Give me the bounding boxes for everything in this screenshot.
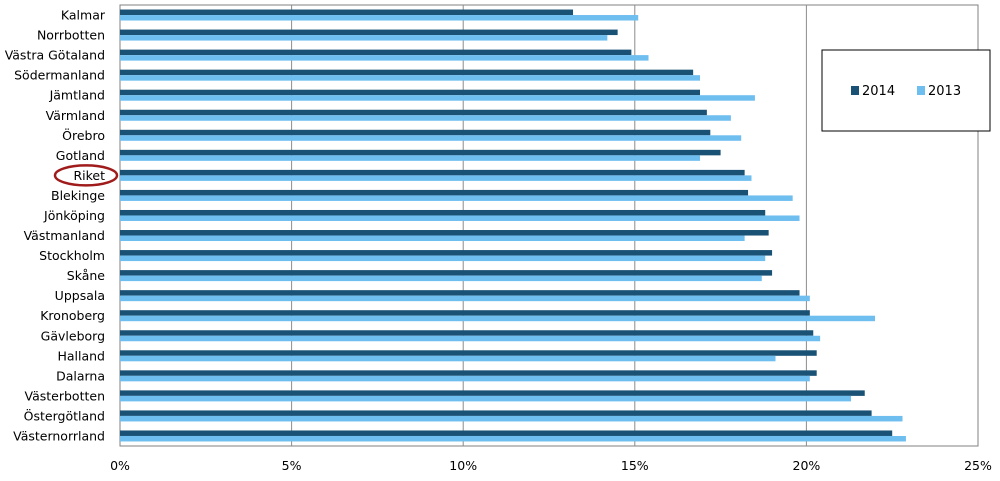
bar-2014-örebro: [120, 129, 711, 136]
bar-2013-värmland: [120, 115, 731, 121]
category-label: Västmanland: [24, 228, 105, 243]
category-label: Blekinge: [51, 188, 105, 203]
bar-2014-riket: [120, 169, 745, 176]
legend-label: 2013: [928, 84, 961, 99]
bar-2013-västerbotten: [120, 395, 852, 402]
category-label: Riket: [73, 168, 105, 183]
bar-2014-gävleborg: [120, 330, 814, 336]
bar-2014-kronoberg: [120, 310, 810, 316]
bar-2013-jämtland: [120, 95, 755, 101]
bar-2014-uppsala: [120, 290, 800, 296]
x-tick-label: 15%: [621, 458, 649, 473]
bar-2013-kalmar: [120, 15, 639, 21]
highlight-ellipse: [53, 164, 119, 187]
category-label: Västernorrland: [13, 428, 105, 443]
category-label: Jämtland: [49, 88, 105, 103]
bar-2014-gotland: [120, 149, 721, 156]
x-tick-label: 5%: [282, 458, 302, 473]
category-label: Östergötland: [24, 407, 105, 423]
bar-2014-västra-götaland: [120, 49, 632, 56]
bar-2013-västmanland: [120, 235, 745, 242]
bar-2013-riket: [120, 175, 752, 181]
category-labels: Kalmar Norrbotten Västra Götaland Södermanl…: [5, 8, 119, 443]
bar-2014-östergötland: [120, 410, 872, 416]
bar-2013-norrbotten: [120, 35, 608, 41]
x-tick-label: 10%: [449, 458, 477, 473]
bar-2013-kronoberg: [120, 315, 876, 322]
x-tick-label: 0%: [110, 458, 130, 473]
category-label: Örebro: [62, 127, 105, 143]
x-tick-label: 25%: [964, 458, 992, 473]
bar-2014-jämtland: [120, 89, 701, 96]
category-label: Norrbotten: [37, 28, 105, 43]
legend: 2014 2013: [821, 49, 991, 132]
bar-2013-gotland: [120, 155, 701, 161]
legend-label: 2014: [862, 84, 895, 99]
x-tick-labels: 0% 5% 10% 15% 20% 25%: [110, 458, 992, 473]
bar-2013-östergötland: [120, 415, 903, 422]
bar-2014-norrbotten: [120, 29, 618, 36]
category-label: Gävleborg: [41, 328, 105, 343]
category-label: Västra Götaland: [5, 48, 105, 63]
bar-2014-västmanland: [120, 230, 769, 236]
category-label: Halland: [57, 348, 105, 363]
bar-2013-halland: [120, 355, 776, 362]
category-label: Kronoberg: [40, 308, 105, 323]
bar-2014-kalmar: [120, 9, 574, 16]
category-label: Dalarna: [56, 368, 105, 383]
category-label: Skåne: [67, 268, 106, 283]
bar-2013-västernorrland: [120, 435, 906, 442]
bars-group: [120, 9, 906, 442]
category-label: Gotland: [56, 148, 105, 163]
bar-2014-västerbotten: [120, 390, 865, 396]
bar-2014-jönköping: [120, 209, 766, 216]
category-label: Södermanland: [14, 68, 105, 83]
bar-2013-örebro: [120, 135, 742, 141]
category-label: Kalmar: [61, 8, 106, 23]
bar-2013-södermanland: [120, 75, 701, 81]
category-label: Uppsala: [55, 288, 105, 303]
bar-2014-dalarna: [120, 370, 817, 376]
x-tick-label: 20%: [793, 458, 821, 473]
bar-2013-blekinge: [120, 195, 793, 201]
bar-2014-västernorrland: [120, 430, 893, 436]
bar-2013-västra-götaland: [120, 55, 649, 61]
legend-swatch: [917, 86, 925, 95]
bar-2014-skåne: [120, 270, 773, 276]
legend-swatch: [851, 86, 859, 95]
bar-2014-stockholm: [120, 250, 773, 256]
bar-2013-dalarna: [120, 375, 810, 382]
category-label: Stockholm: [39, 248, 105, 263]
bar-2013-gävleborg: [120, 335, 821, 342]
bar-2013-jönköping: [120, 215, 800, 221]
bar-2013-skåne: [120, 275, 762, 282]
bar-2013-stockholm: [120, 255, 766, 262]
category-label: Värmland: [46, 108, 105, 123]
bar-2014-halland: [120, 350, 817, 356]
bar-2014-värmland: [120, 109, 707, 116]
category-label: Västerbotten: [25, 388, 105, 403]
bar-2014-blekinge: [120, 189, 749, 196]
bar-2014-södermanland: [120, 69, 694, 76]
bar-2013-uppsala: [120, 295, 810, 302]
legend-box: [821, 49, 991, 132]
category-label: Jönköping: [43, 208, 105, 223]
